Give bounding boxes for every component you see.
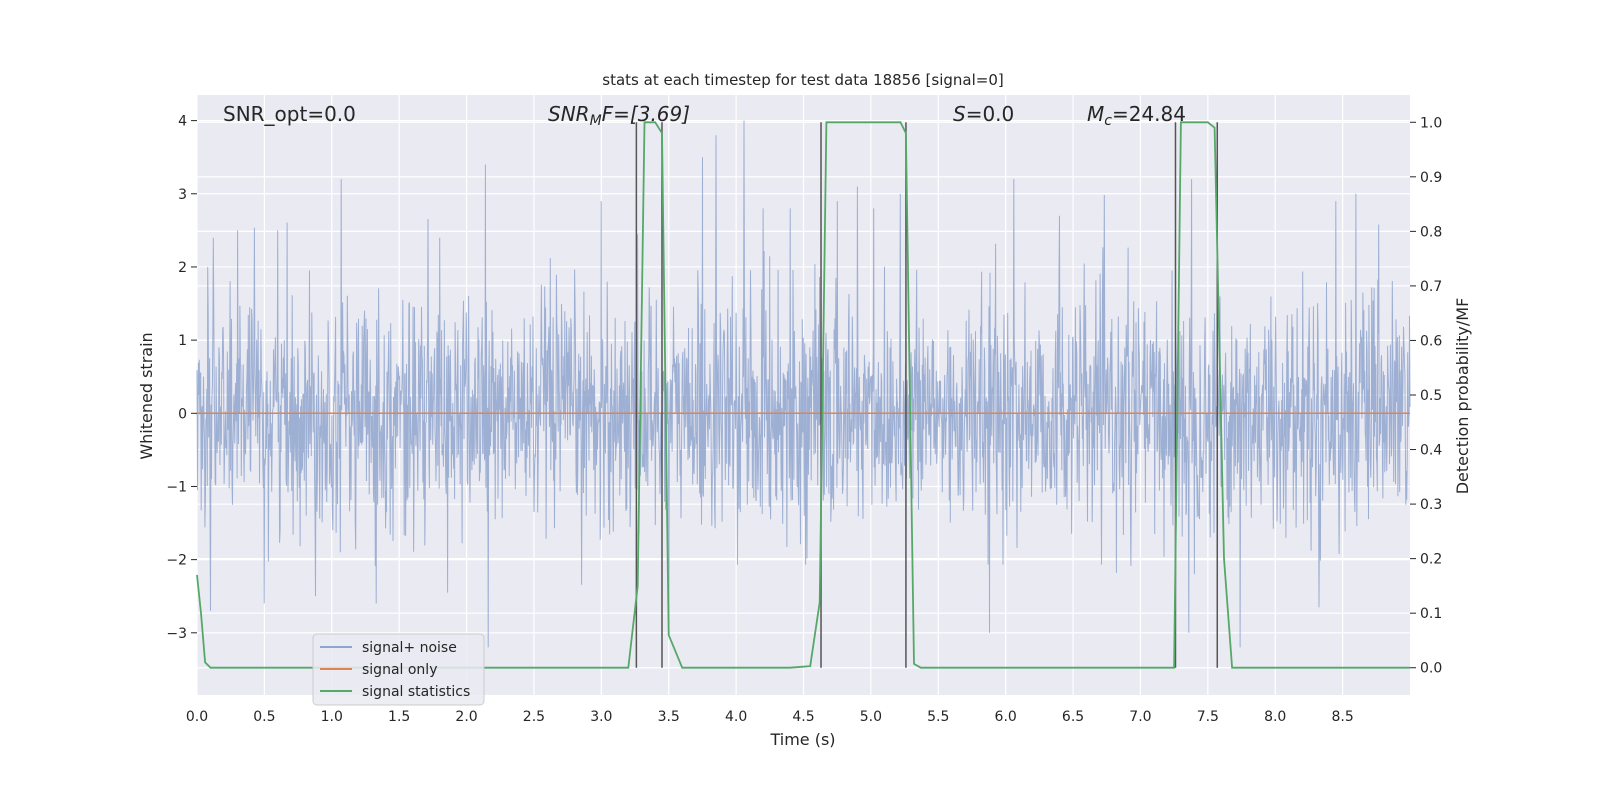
annotation-snr-opt: SNR_opt=0.0 — [223, 102, 356, 126]
x-tick-label: 4.0 — [725, 709, 747, 725]
x-tick-label: 4.5 — [792, 709, 814, 725]
y2-tick-label: 0.8 — [1420, 224, 1442, 240]
x-tick-label: 6.0 — [995, 709, 1017, 725]
y2-tick-label: 1.0 — [1420, 115, 1442, 131]
x-tick-label: 8.5 — [1331, 709, 1353, 725]
y2-tick-label: 0.7 — [1420, 279, 1442, 295]
annotation-s: S=0.0 — [953, 102, 1014, 126]
annotation-s-tail: =0.0 — [966, 102, 1015, 126]
legend-label-stats: signal statistics — [362, 684, 470, 700]
legend-label-noise: signal+ noise — [362, 640, 457, 656]
y2-tick-label: 0.2 — [1420, 552, 1442, 568]
x-tick-label: 1.5 — [388, 709, 410, 725]
annotation-s-main: S — [953, 102, 966, 126]
y-tick-label: 0 — [178, 406, 187, 422]
y2-tick-label: 0.1 — [1420, 606, 1442, 622]
annotation-snr-mf: SNRMF=[3.69] — [548, 102, 690, 129]
y2-tick-label: 0.6 — [1420, 333, 1442, 349]
x-tick-label: 5.0 — [860, 709, 882, 725]
x-tick-label: 0.0 — [186, 709, 208, 725]
x-tick-label: 2.0 — [455, 709, 477, 725]
y2-tick-labels: 1.0 0.9 0.8 0.7 0.6 0.5 0.4 0.3 0.2 0.1 0.0 — [1410, 115, 1442, 676]
legend: signal+ noise signal only signal statist… — [313, 634, 484, 705]
y2-tick-label: 0.0 — [1420, 661, 1442, 677]
y2-tick-label: 0.9 — [1420, 170, 1442, 186]
y2-tick-label: 0.3 — [1420, 497, 1442, 513]
annotation-mc-tail: =24.84 — [1112, 102, 1186, 126]
x-tick-label: 7.5 — [1197, 709, 1219, 725]
annotation-snr-mf-tail: F=[3.69] — [602, 102, 690, 126]
x-tick-label: 3.0 — [590, 709, 612, 725]
x-tick-label: 6.5 — [1062, 709, 1084, 725]
annotation-snr-mf-main: SNR — [548, 102, 590, 126]
y2-tick-label: 0.4 — [1420, 443, 1442, 459]
y-tick-label: 1 — [178, 333, 187, 349]
x-tick-label: 2.5 — [523, 709, 545, 725]
y-axis-label: Whitened strain — [137, 332, 156, 459]
y-tick-label: −1 — [166, 479, 187, 495]
y-tick-label: −3 — [166, 626, 187, 642]
x-tick-label: 5.5 — [927, 709, 949, 725]
y2-axis-label: Detection probability/MF — [1453, 298, 1472, 495]
x-tick-labels: 0.0 0.5 1.0 1.5 2.0 2.5 3.0 3.5 4.0 4.5 5.0 5.5 6.0 6… — [186, 709, 1354, 725]
x-tick-label: 0.5 — [253, 709, 275, 725]
x-tick-label: 1.0 — [321, 709, 343, 725]
annotation-snr-mf-sub: M — [590, 113, 602, 129]
y2-tick-label: 0.5 — [1420, 388, 1442, 404]
y-tick-label: −2 — [166, 553, 187, 569]
y-tick-label: 2 — [178, 260, 187, 276]
annotation-mc: Mc=24.84 — [1087, 102, 1186, 129]
y-tick-label: 3 — [178, 187, 187, 203]
y-tick-labels: 4 3 2 1 0 −1 −2 −3 — [166, 114, 197, 642]
x-tick-label: 7.0 — [1129, 709, 1151, 725]
chart-title: stats at each timestep for test data 188… — [602, 71, 1003, 89]
x-axis-label: Time (s) — [769, 730, 835, 749]
x-tick-label: 3.5 — [658, 709, 680, 725]
legend-label-signal: signal only — [362, 662, 437, 678]
annotation-mc-main: M — [1087, 102, 1104, 126]
x-tick-label: 8.0 — [1264, 709, 1286, 725]
y-tick-label: 4 — [178, 114, 187, 130]
